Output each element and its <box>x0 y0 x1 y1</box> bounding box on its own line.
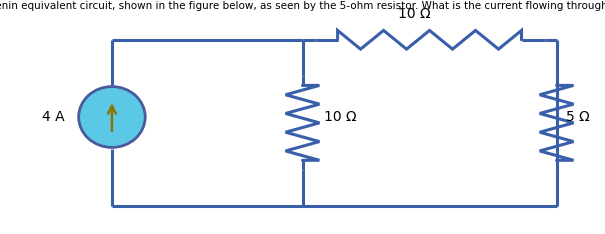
Ellipse shape <box>79 87 145 147</box>
Text: 10 Ω: 10 Ω <box>398 7 431 21</box>
Text: 5 Ω: 5 Ω <box>566 110 589 124</box>
Text: Determine the Thevenin equivalent circuit, shown in the figure below, as seen by: Determine the Thevenin equivalent circui… <box>0 1 605 11</box>
Text: 4 A: 4 A <box>42 110 65 124</box>
Text: 10 Ω: 10 Ω <box>324 110 356 124</box>
